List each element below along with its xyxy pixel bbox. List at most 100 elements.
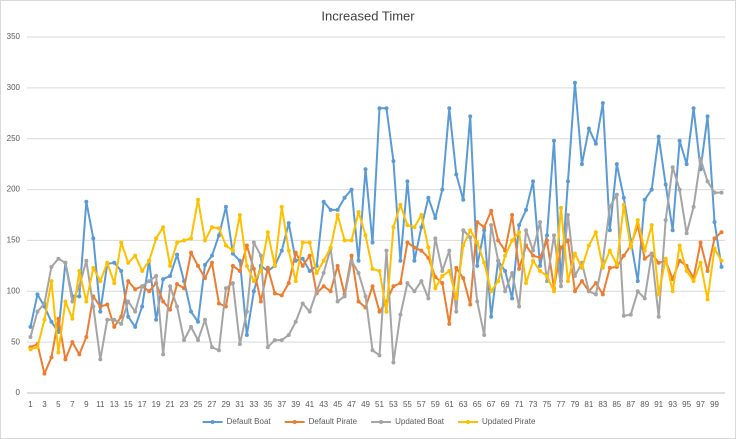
x-tick-label: 43	[319, 400, 328, 409]
data-point	[237, 342, 242, 347]
data-point	[440, 268, 445, 273]
data-point	[531, 253, 536, 258]
data-point	[237, 213, 242, 217]
data-point	[391, 159, 396, 164]
data-point	[391, 284, 396, 289]
data-point	[140, 268, 145, 273]
data-point	[391, 360, 396, 365]
data-point	[147, 289, 152, 294]
data-point	[161, 299, 166, 304]
data-point	[607, 228, 612, 233]
data-point	[426, 296, 431, 301]
data-point	[628, 312, 633, 317]
data-point	[35, 292, 40, 297]
data-point	[482, 333, 487, 338]
x-tick-label: 57	[417, 400, 426, 409]
data-point	[656, 134, 661, 139]
data-point	[63, 299, 68, 304]
data-point	[154, 236, 159, 241]
data-point	[189, 250, 194, 255]
data-point	[656, 260, 661, 265]
data-point	[321, 258, 326, 263]
data-point	[230, 281, 235, 286]
data-point	[663, 256, 668, 261]
x-tick-label: 33	[249, 400, 258, 409]
y-tick-label: 0	[16, 388, 21, 397]
data-point	[433, 286, 438, 291]
data-point	[698, 157, 703, 162]
data-point	[223, 204, 228, 209]
data-point	[461, 243, 466, 248]
data-point	[370, 348, 375, 353]
data-point	[209, 345, 214, 350]
data-point	[168, 307, 173, 312]
data-point	[216, 233, 221, 238]
data-point	[70, 340, 75, 345]
data-point	[677, 138, 682, 143]
data-point	[663, 218, 668, 223]
data-point	[579, 162, 584, 167]
data-point	[510, 238, 515, 243]
data-point	[377, 106, 382, 111]
data-point	[572, 274, 577, 279]
data-point	[98, 279, 103, 284]
data-point	[649, 251, 654, 256]
data-point	[621, 313, 626, 318]
data-point	[314, 270, 319, 275]
data-point	[342, 195, 347, 200]
x-tick-label: 79	[570, 400, 579, 409]
x-tick-label: 75	[543, 400, 552, 409]
data-point	[642, 248, 647, 253]
data-point	[461, 276, 466, 281]
data-point	[77, 294, 82, 299]
data-point	[461, 228, 466, 233]
x-tick-label: 89	[640, 400, 649, 409]
data-point	[607, 204, 612, 209]
data-point	[475, 240, 480, 245]
data-point	[251, 279, 256, 284]
data-point	[670, 165, 675, 170]
data-point	[84, 258, 89, 263]
data-point	[510, 270, 515, 275]
data-point	[440, 281, 445, 286]
data-point	[503, 253, 508, 258]
data-point	[42, 371, 47, 376]
data-point	[510, 296, 515, 301]
data-point	[35, 345, 40, 350]
data-point	[454, 172, 459, 177]
data-point	[321, 270, 326, 275]
data-point	[370, 240, 375, 245]
x-tick-label: 61	[445, 400, 454, 409]
data-point	[684, 231, 689, 236]
data-point	[524, 281, 529, 286]
legend-marker	[466, 420, 471, 424]
data-point	[635, 279, 640, 284]
data-point	[126, 299, 131, 304]
x-tick-label: 59	[431, 400, 440, 409]
x-tick-label: 95	[682, 400, 691, 409]
x-tick-label: 45	[333, 400, 342, 409]
data-point	[377, 268, 382, 273]
x-tick-label: 13	[110, 400, 119, 409]
data-point	[349, 238, 354, 243]
data-point	[230, 248, 235, 253]
data-point	[551, 289, 556, 294]
data-point	[349, 258, 354, 263]
data-point	[119, 240, 124, 245]
data-point	[705, 179, 710, 184]
x-tick-label: 5	[56, 400, 61, 409]
data-point	[600, 292, 605, 297]
data-point	[628, 245, 633, 250]
data-point	[489, 223, 494, 228]
x-tick-label: 63	[459, 400, 468, 409]
data-point	[468, 302, 473, 307]
data-point	[593, 281, 598, 286]
data-point	[558, 245, 563, 250]
data-point	[265, 265, 270, 270]
x-tick-label: 51	[375, 400, 384, 409]
x-tick-label: 21	[166, 400, 175, 409]
x-tick-label: 29	[221, 400, 230, 409]
data-point	[565, 279, 570, 284]
data-point	[489, 314, 494, 319]
data-point	[168, 274, 173, 279]
